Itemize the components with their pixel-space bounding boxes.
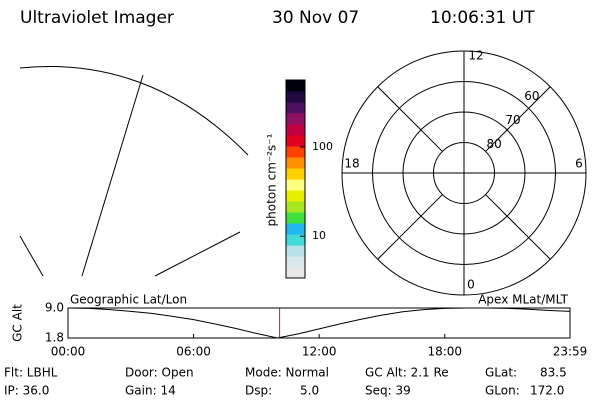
map-line <box>154 231 241 277</box>
colorbar-swatch <box>286 267 305 279</box>
colorbar-swatch <box>286 201 305 213</box>
y-tick-label: 9.0 <box>45 301 64 315</box>
info-field: GC Alt: 2.1 Re <box>365 366 449 380</box>
polar-spoke <box>485 86 551 152</box>
colorbar-swatch <box>286 190 305 202</box>
info-field: 172.0 <box>530 384 564 398</box>
chart-left-label: Geographic Lat/Lon <box>70 293 187 307</box>
polar-spoke <box>485 194 551 260</box>
info-field: Flt: LBHL <box>4 366 58 380</box>
altitude-line <box>67 307 571 339</box>
chart-frame <box>67 307 571 339</box>
info-field: GLon: <box>485 384 520 398</box>
info-field: Seq: 39 <box>365 384 411 398</box>
info-field: Gain: 14 <box>125 384 176 398</box>
polar-mlt-label: 0 <box>467 278 475 292</box>
x-tick-label: 12:00 <box>302 345 337 359</box>
info-field: GLat: <box>485 366 517 380</box>
polar-mlt-label: 18 <box>344 157 359 171</box>
colorbar-swatch <box>286 124 305 136</box>
colorbar-swatch <box>286 168 305 180</box>
colorbar-tick-label: 10 <box>312 229 326 242</box>
colorbar-swatch <box>286 212 305 224</box>
map-limb <box>19 66 249 156</box>
colorbar-frame <box>285 79 306 279</box>
colorbar-swatch <box>286 135 305 147</box>
colorbar-swatch <box>286 113 305 125</box>
colorbar-swatch <box>286 223 305 235</box>
polar-mlt-label: 6 <box>575 157 583 171</box>
colorbar-swatch <box>286 245 305 257</box>
title: Ultraviolet Imager <box>20 8 174 28</box>
x-tick-label: 00:00 <box>51 345 86 359</box>
info-field: Dsp: <box>245 384 272 398</box>
map-panel <box>19 66 249 277</box>
map-line <box>81 74 144 277</box>
info-field: Door: Open <box>125 366 194 380</box>
y-tick-label: 1.8 <box>45 331 64 345</box>
time: 10:06:31 UT <box>430 8 535 28</box>
colorbar-swatch <box>286 91 305 103</box>
colorbar-tick-label: 100 <box>312 140 333 153</box>
info-field: 5.0 <box>300 384 319 398</box>
colorbar-swatch <box>286 256 305 268</box>
colorbar-swatch <box>286 102 305 114</box>
y-axis-label: GC Alt <box>11 304 25 342</box>
polar-lat-label: 60 <box>524 89 539 103</box>
x-tick-label: 06:00 <box>176 345 211 359</box>
map-line <box>19 235 44 277</box>
info-field: Mode: Normal <box>245 366 329 380</box>
colorbar-swatch <box>286 80 305 92</box>
polar-spoke <box>377 86 443 152</box>
colorbar-swatch <box>286 146 305 158</box>
info-field: IP: 36.0 <box>4 384 49 398</box>
polar-mlt-label: 12 <box>468 49 483 63</box>
x-tick-label: 18:00 <box>427 345 462 359</box>
date: 30 Nov 07 <box>272 8 359 28</box>
colorbar-label: photon cm⁻²s⁻¹ <box>265 133 279 226</box>
polar-spoke <box>377 194 443 260</box>
colorbar-swatch <box>286 157 305 169</box>
x-tick-label: 23:59 <box>553 345 588 359</box>
polar-lat-label: 70 <box>505 113 520 127</box>
colorbar-swatch <box>286 179 305 191</box>
chart-right-label: Apex MLat/MLT <box>478 293 568 307</box>
info-field: 83.5 <box>540 366 567 380</box>
colorbar-swatch <box>286 234 305 246</box>
